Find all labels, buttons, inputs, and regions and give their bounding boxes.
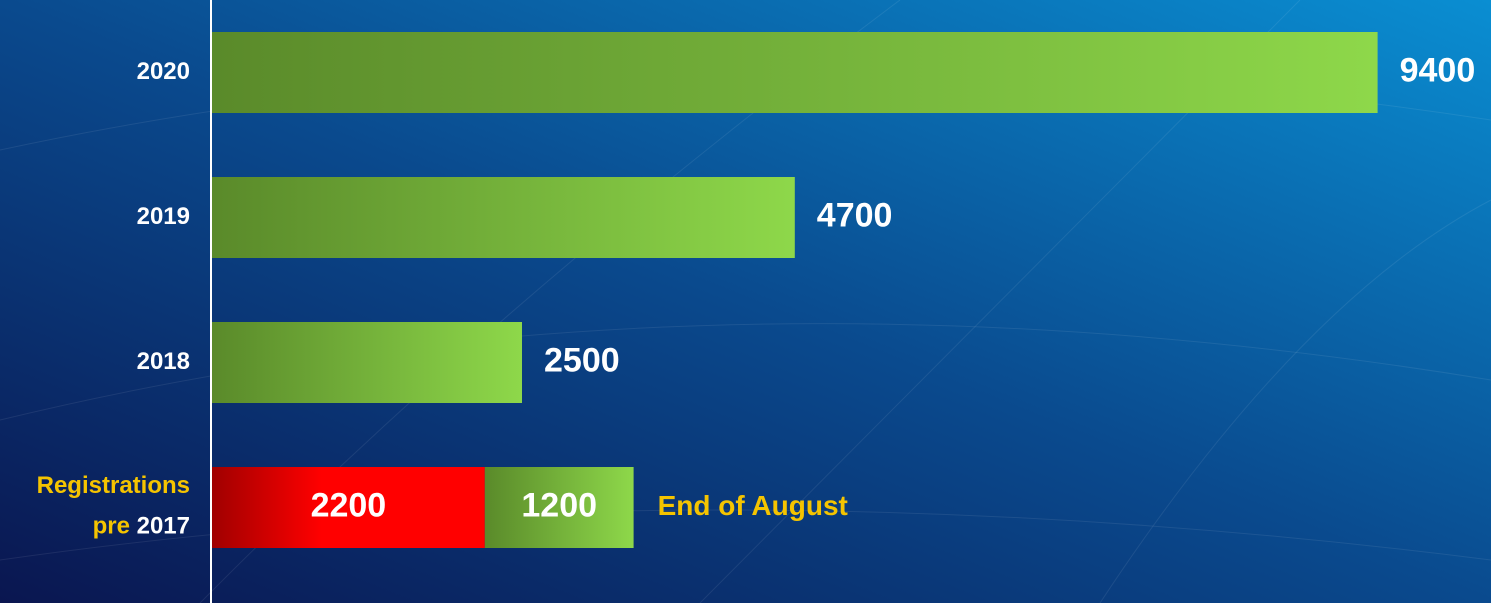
- bar: [212, 177, 795, 258]
- annotation: End of August: [658, 490, 848, 521]
- category-label: pre 2017: [93, 513, 190, 540]
- category-label: 2017: [137, 513, 190, 540]
- bar: [484, 467, 634, 548]
- category-label: 2018: [137, 348, 190, 375]
- category-label: 2020: [137, 58, 190, 85]
- category-prefix: pre: [93, 513, 130, 540]
- bar: [212, 322, 522, 403]
- value-label: 2500: [544, 341, 620, 379]
- category-prefix: Registrations: [37, 472, 190, 499]
- category-label: 2019: [137, 203, 190, 230]
- value-label: 4700: [817, 196, 893, 234]
- value-label: 1200: [521, 486, 597, 524]
- bar: [212, 467, 485, 548]
- value-label: 9400: [1400, 51, 1476, 89]
- value-label: 2200: [311, 486, 387, 524]
- bar: [212, 32, 1378, 113]
